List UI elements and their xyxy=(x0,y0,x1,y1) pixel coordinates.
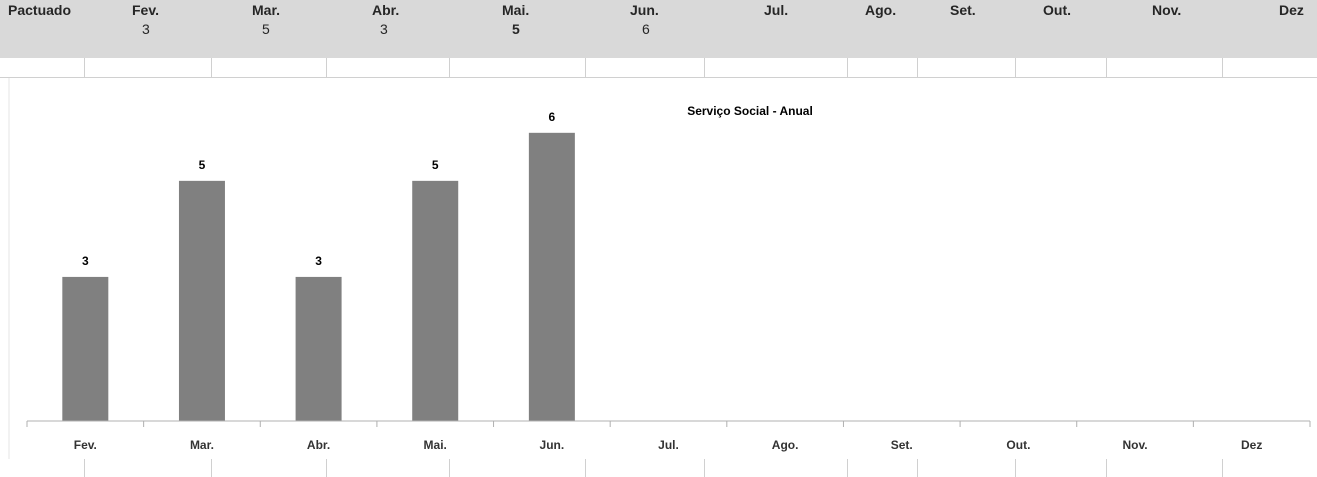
bar xyxy=(295,276,342,421)
row-divider xyxy=(0,77,1317,78)
value-jun: 6 xyxy=(642,21,650,37)
x-axis: Fev. Mar. Abr. Mai. Jun. Jul. Ago. Set. Out. Nov.… xyxy=(26,420,1311,452)
pactuado-header-row: Pactuado Fev. Mar. Abr. Mai. Jun. Jul. A… xyxy=(0,0,1317,58)
x-tick-label: Jun. xyxy=(540,438,565,452)
data-label: 5 xyxy=(432,158,439,172)
x-tick-label: Jul. xyxy=(658,438,679,452)
cell-divider xyxy=(1015,459,1016,477)
cell-divider xyxy=(704,58,705,77)
cell-divider xyxy=(211,459,212,477)
bars-group xyxy=(62,132,575,421)
x-tick-label: Nov. xyxy=(1122,438,1147,452)
cell-divider xyxy=(585,459,586,477)
header-month-ago: Ago. xyxy=(865,2,897,18)
value-abr: 3 xyxy=(380,21,388,37)
data-labels-group: 3 5 3 5 6 xyxy=(82,110,556,268)
cell-divider xyxy=(917,459,918,477)
x-tick-label: Mai. xyxy=(424,438,447,452)
x-tick-label: Mar. xyxy=(190,438,214,452)
header-month-jun: Jun. xyxy=(630,2,659,18)
x-tick-label: Ago. xyxy=(772,438,799,452)
cell-divider xyxy=(326,459,327,477)
header-month-dez: Dez xyxy=(1279,2,1304,18)
x-tick-label: Dez xyxy=(1241,438,1262,452)
cell-divider xyxy=(917,58,918,77)
cell-divider xyxy=(1015,58,1016,77)
data-label: 3 xyxy=(315,254,322,268)
data-label: 3 xyxy=(82,254,89,268)
cell-divider xyxy=(847,459,848,477)
data-label: 5 xyxy=(199,158,206,172)
x-tick-label: Out. xyxy=(1006,438,1030,452)
value-fev: 3 xyxy=(142,21,150,37)
cell-divider xyxy=(1222,459,1223,477)
value-mai: 5 xyxy=(512,21,520,37)
cell-divider xyxy=(211,58,212,77)
chart-title: Serviço Social - Anual xyxy=(687,104,813,118)
cell-divider xyxy=(585,58,586,77)
header-month-jul: Jul. xyxy=(764,2,789,18)
x-tick-label: Abr. xyxy=(307,438,330,452)
header-month-mar: Mar. xyxy=(252,2,281,18)
header-month-out: Out. xyxy=(1043,2,1071,18)
cell-divider xyxy=(84,58,85,77)
value-mar: 5 xyxy=(262,21,270,37)
cell-divider xyxy=(1106,459,1107,477)
header-month-set: Set. xyxy=(950,2,976,18)
cell-divider xyxy=(449,459,450,477)
header-month-nov: Nov. xyxy=(1152,2,1182,18)
header-month-fev: Fev. xyxy=(132,2,159,18)
bar xyxy=(178,180,225,421)
cell-divider xyxy=(704,459,705,477)
bar xyxy=(528,132,575,421)
cell-divider xyxy=(847,58,848,77)
bar xyxy=(62,276,109,421)
header-month-abr: Abr. xyxy=(372,2,400,18)
cell-divider xyxy=(1222,58,1223,77)
header-month-mai: Mai. xyxy=(502,2,530,18)
x-tick-label: Fev. xyxy=(74,438,97,452)
row-label-pactuado: Pactuado xyxy=(8,2,72,18)
data-label: 6 xyxy=(549,110,556,124)
cell-divider xyxy=(326,58,327,77)
x-tick-label: Set. xyxy=(891,438,913,452)
cell-divider xyxy=(84,459,85,477)
cell-divider xyxy=(1106,58,1107,77)
bar xyxy=(412,180,459,421)
cell-divider xyxy=(449,58,450,77)
